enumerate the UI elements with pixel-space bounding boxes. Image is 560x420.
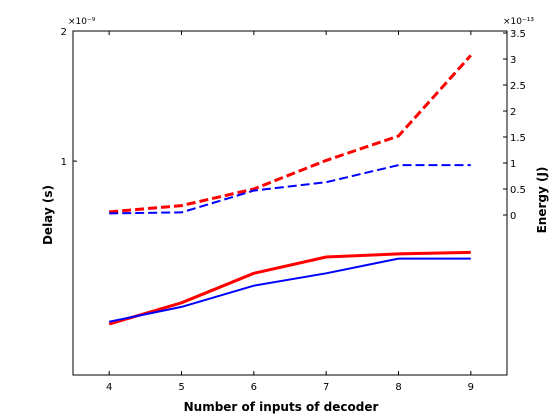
left-tick-label: 2 xyxy=(61,27,67,38)
x-tick-label: 9 xyxy=(468,382,474,393)
left-axis-label: Delay (s) xyxy=(41,185,55,245)
x-axis-label: Number of inputs of decoder xyxy=(184,400,379,414)
x-tick-label: 8 xyxy=(395,382,401,393)
right-axis-label: Energy (J) xyxy=(535,167,549,234)
right-tick-label: 0 xyxy=(510,211,516,222)
left-axis-ticks: 12 xyxy=(61,27,77,168)
x-tick-label: 5 xyxy=(178,382,184,393)
x-tick-label: 7 xyxy=(323,382,329,393)
right-tick-label: 2 xyxy=(510,107,516,118)
series-line-4 xyxy=(109,164,471,215)
series-line-3 xyxy=(109,54,472,214)
left-tick-label: 1 xyxy=(61,157,67,168)
right-tick-label: 3.5 xyxy=(510,29,526,40)
right-tick-label: 1 xyxy=(510,159,516,170)
left-axis-exponent: ×10⁻⁹ xyxy=(68,17,96,27)
right-axis-exponent: ×10⁻¹³ xyxy=(503,17,534,27)
right-tick-label: 3 xyxy=(510,55,516,66)
x-axis-ticks: 4 5 6 7 8 9 xyxy=(106,31,474,393)
right-tick-label: 2.5 xyxy=(510,81,526,92)
series-line-1 xyxy=(108,250,471,326)
right-tick-label: 1.5 xyxy=(510,133,526,144)
series-line-2 xyxy=(108,257,471,323)
x-tick-label: 4 xyxy=(106,382,112,393)
series-layer xyxy=(108,54,472,326)
x-tick-label: 6 xyxy=(251,382,257,393)
plot-area xyxy=(72,30,508,376)
right-tick-label: 0.5 xyxy=(510,185,526,196)
right-axis-ticks: 0 0.5 1 1.5 2 2.5 3 3.5 xyxy=(503,29,526,222)
